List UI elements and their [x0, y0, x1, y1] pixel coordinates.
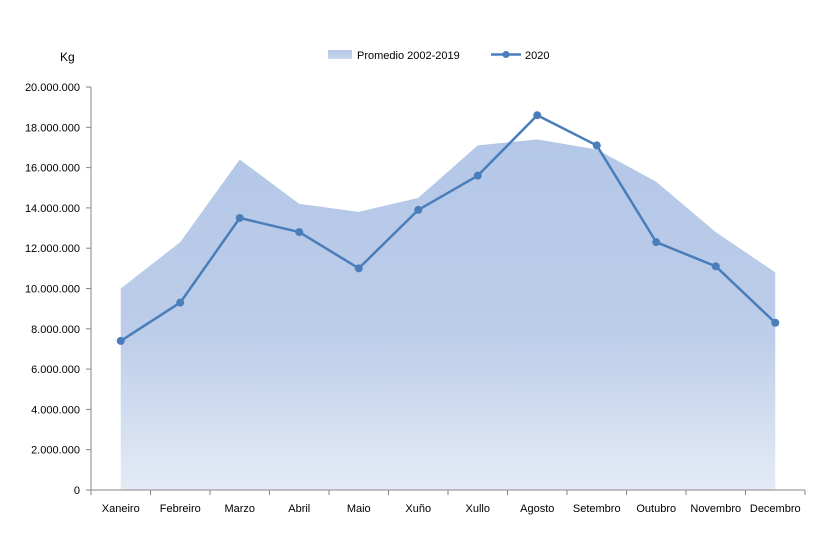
marker-2020	[592, 141, 601, 150]
marker-2020	[533, 111, 542, 120]
marker-2020	[771, 318, 780, 327]
y-tick-label: 20.000.000	[25, 82, 80, 94]
y-tick-label: 4.000.000	[31, 404, 80, 416]
x-tick-label: Febreiro	[160, 503, 201, 515]
y-tick-label: 16.000.000	[25, 163, 80, 175]
line-series-2020	[116, 111, 780, 345]
legend-label-2020: 2020	[525, 50, 549, 62]
legend-label-promedio: Promedio 2002-2019	[357, 50, 460, 62]
x-axis-tick-labels: Xaneiro Febreiro Marzo Abril Maio Xuño Xullo Ag…	[102, 503, 801, 515]
legend: Promedio 2002-2019 2020	[328, 50, 549, 62]
area-series-promedio	[120, 139, 776, 490]
x-tick-label: Setembro	[573, 503, 621, 515]
marker-2020	[652, 238, 661, 247]
marker-2020	[711, 262, 720, 271]
area-promedio	[120, 139, 776, 490]
y-tick-label: 2.000.000	[31, 445, 80, 457]
x-tick-label: Agosto	[520, 503, 554, 515]
y-tick-label: 18.000.000	[25, 122, 80, 134]
legend-swatch-promedio	[328, 50, 352, 59]
marker-2020	[116, 336, 125, 345]
axes	[86, 86, 806, 495]
y-tick-label: 10.000.000	[25, 284, 80, 296]
y-tick-label: 6.000.000	[31, 364, 80, 376]
y-axis-tick-labels: 0 2.000.000 4.000.000 6.000.000 8.000.000 10.…	[25, 82, 80, 497]
marker-2020	[354, 264, 363, 273]
y-tick-label: 12.000.000	[25, 243, 80, 255]
marker-2020	[235, 213, 244, 222]
y-tick-label: 14.000.000	[25, 203, 80, 215]
x-tick-label: Marzo	[224, 503, 255, 515]
x-tick-label: Abril	[288, 503, 310, 515]
y-tick-label: 0	[74, 485, 80, 497]
x-tick-label: Novembro	[690, 503, 741, 515]
x-tick-label: Xaneiro	[102, 503, 140, 515]
x-tick-label: Xullo	[466, 503, 490, 515]
x-tick-label: Maio	[347, 503, 371, 515]
x-tick-label: Decembro	[750, 503, 801, 515]
y-axis-title: Kg	[60, 50, 75, 64]
marker-2020	[295, 228, 304, 237]
marker-2020	[176, 298, 185, 307]
y-tick-label: 8.000.000	[31, 324, 80, 336]
line-2020	[120, 113, 777, 342]
x-tick-label: Xuño	[405, 503, 431, 515]
legend-swatch-2020-marker	[502, 51, 510, 58]
x-tick-label: Outubro	[636, 503, 676, 515]
marker-2020	[414, 205, 423, 214]
marker-2020	[473, 171, 482, 180]
